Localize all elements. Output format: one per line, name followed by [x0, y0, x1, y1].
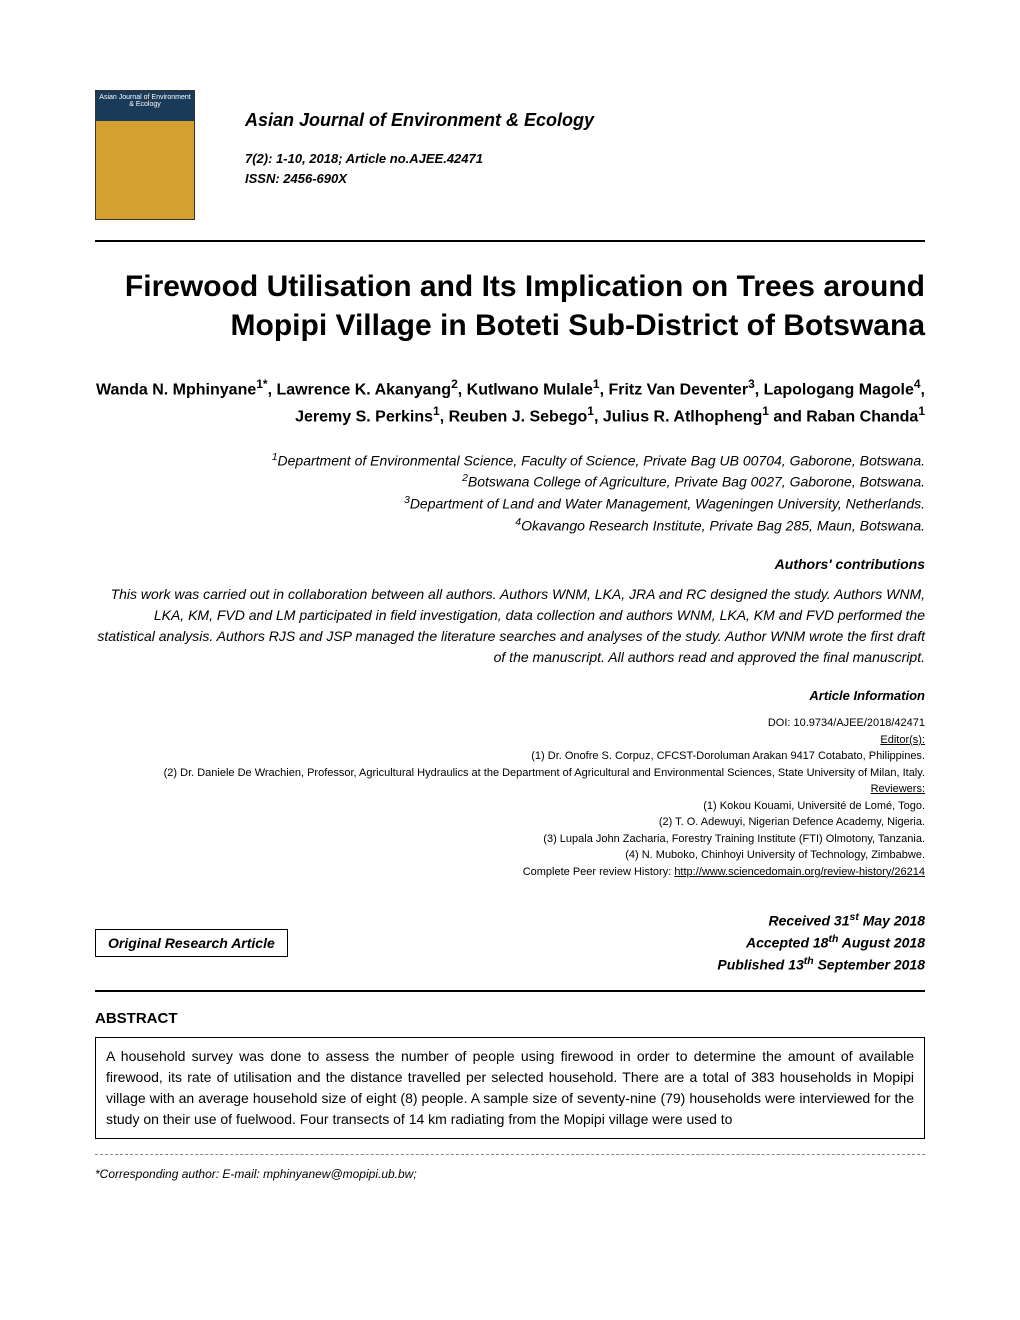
article-info-heading: Article Information	[95, 688, 925, 703]
journal-name: Asian Journal of Environment & Ecology	[245, 110, 925, 131]
footer-divider	[95, 1154, 925, 1155]
reviewers-label: Reviewers:	[95, 781, 925, 798]
contributions-text: This work was carried out in collaborati…	[95, 584, 925, 668]
journal-info: Asian Journal of Environment & Ecology 7…	[245, 90, 925, 188]
journal-cover-image: Asian Journal of Environment & Ecology	[95, 90, 195, 220]
dates-row: Original Research Article Received 31st …	[95, 910, 925, 975]
peer-review-url[interactable]: http://www.sciencedomain.org/review-hist…	[674, 866, 925, 878]
header-section: Asian Journal of Environment & Ecology A…	[95, 90, 925, 220]
peer-review-label: Complete Peer review History:	[523, 866, 675, 878]
abstract-text: A household survey was done to assess th…	[95, 1037, 925, 1139]
reviewers-list: (1) Kokou Kouami, Université de Lomé, To…	[95, 798, 925, 864]
cover-title: Asian Journal of Environment & Ecology	[96, 91, 194, 121]
corresponding-author: *Corresponding author: E-mail: mphinyane…	[95, 1167, 925, 1181]
article-info-block: DOI: 10.9734/AJEE/2018/42471 Editor(s): …	[95, 715, 925, 880]
peer-review-line: Complete Peer review History: http://www…	[95, 864, 925, 881]
article-type-badge: Original Research Article	[95, 929, 288, 957]
publication-dates: Received 31st May 2018Accepted 18th Augu…	[717, 910, 925, 975]
editors-list: (1) Dr. Onofre S. Corpuz, CFCST-Doroluma…	[95, 748, 925, 781]
authors-list: Wanda N. Mphinyane1*, Lawrence K. Akanya…	[95, 375, 925, 430]
editors-label: Editor(s):	[95, 732, 925, 749]
divider-mid	[95, 990, 925, 992]
abstract-heading: ABSTRACT	[95, 1010, 925, 1027]
article-issue: 7(2): 1-10, 2018; Article no.AJEE.42471	[245, 149, 925, 169]
affiliations-list: 1Department of Environmental Science, Fa…	[95, 450, 925, 537]
divider-top	[95, 240, 925, 242]
article-issn: ISSN: 2456-690X	[245, 169, 925, 189]
contributions-heading: Authors' contributions	[95, 556, 925, 572]
article-title: Firewood Utilisation and Its Implication…	[95, 267, 925, 345]
doi-text: DOI: 10.9734/AJEE/2018/42471	[95, 715, 925, 732]
